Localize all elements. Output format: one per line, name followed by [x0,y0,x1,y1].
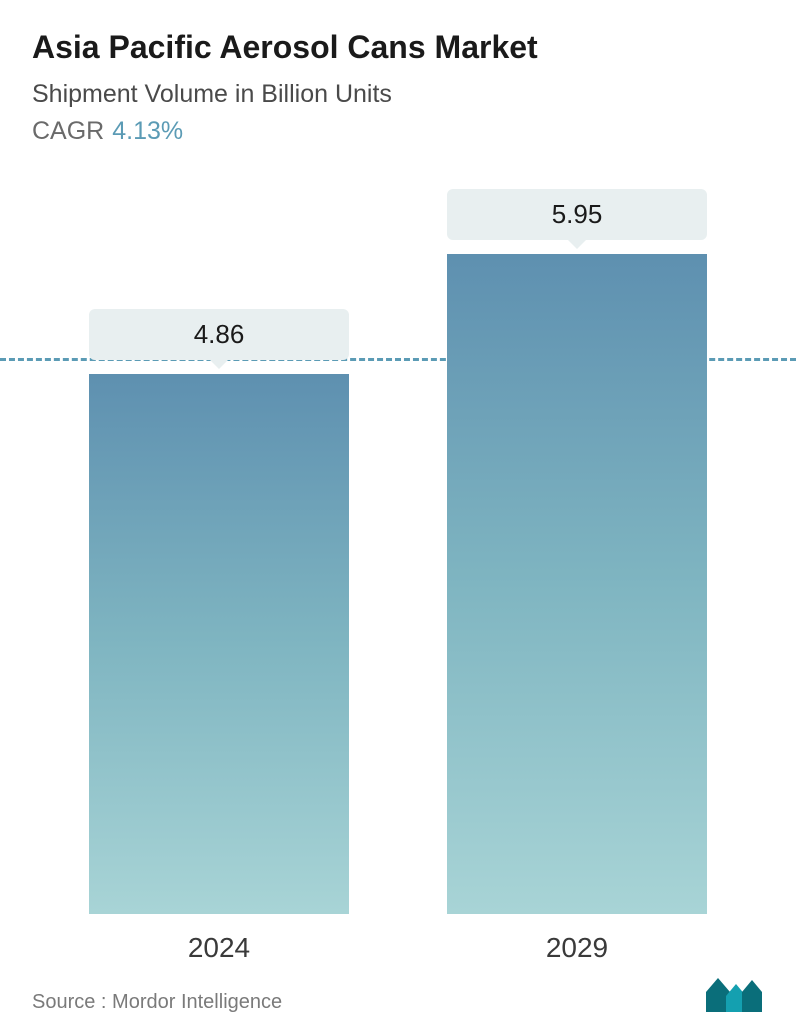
value-badge-0: 4.86 [89,309,349,360]
value-badge-1: 5.95 [447,189,707,240]
x-label-0: 2024 [89,932,349,964]
bars-container: 4.86 5.95 [40,210,756,914]
x-label-1: 2029 [447,932,707,964]
brand-logo-icon [704,974,764,1014]
cagr-row: CAGR 4.13% [32,117,764,146]
bar-0 [89,374,349,914]
bar-1 [447,254,707,914]
cagr-value: 4.13% [112,117,183,145]
bar-group-1: 5.95 [447,189,707,914]
chart-title: Asia Pacific Aerosol Cans Market [32,28,764,66]
chart-header: Asia Pacific Aerosol Cans Market Shipmen… [0,0,796,146]
cagr-label: CAGR [32,117,104,145]
chart-footer: Source : Mordor Intelligence [32,974,764,1014]
x-axis-labels: 2024 2029 [0,932,796,964]
chart-subtitle: Shipment Volume in Billion Units [32,80,764,109]
bar-group-0: 4.86 [89,309,349,914]
chart-area: 4.86 5.95 [0,210,796,914]
source-text: Source : Mordor Intelligence [32,991,282,1014]
